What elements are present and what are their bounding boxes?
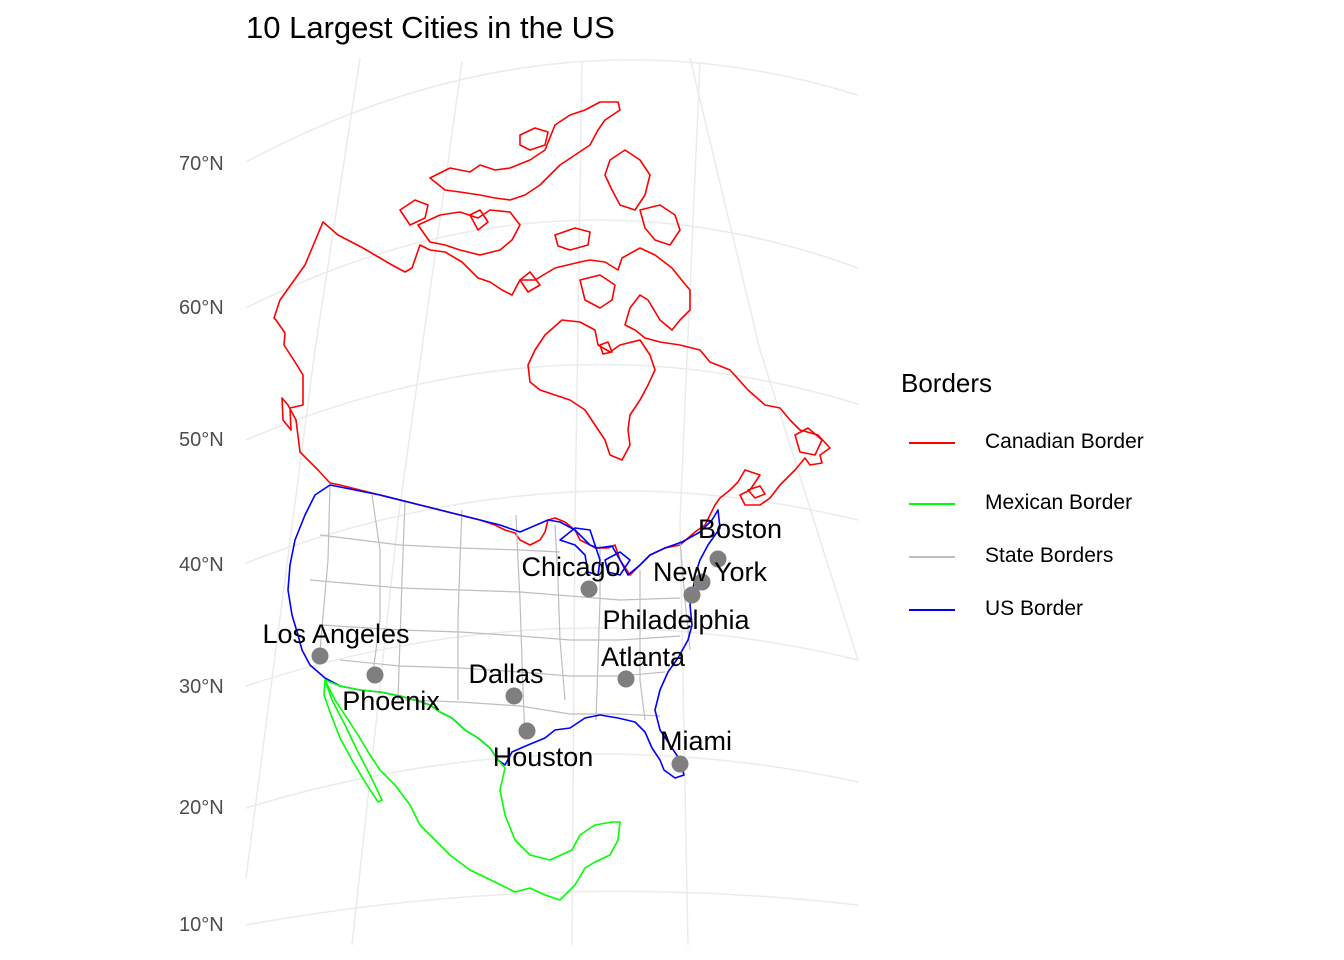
graticule-lon-2 (351, 61, 463, 946)
arctic-island-4 (399, 199, 429, 226)
arctic-island-1 (429, 101, 621, 201)
graticule-lat-30 (245, 627, 859, 687)
city-label-philadelphia: Philadelphia (602, 605, 750, 635)
arctic-island-11 (599, 341, 613, 355)
mexico-mainland (324, 679, 621, 901)
graticule-lat-60 (245, 219, 859, 309)
canadian-border (273, 101, 831, 576)
graticule-lat-40 (245, 490, 859, 564)
legend-label-mexican-border: Mexican Border (985, 491, 1133, 514)
graticule-lon-4 (679, 61, 701, 946)
city-point-miami (671, 755, 689, 773)
hudson-bay (527, 319, 656, 461)
great-lakes (559, 527, 601, 576)
state-borders (309, 484, 691, 741)
graticule-lon-3 (571, 61, 583, 946)
city-point-phoenix (366, 666, 384, 684)
state-grid-7 (595, 545, 601, 721)
graticule-lat-70 (245, 59, 859, 163)
state-grid-6 (554, 524, 566, 701)
arctic-island-2 (417, 209, 521, 256)
city-label-miami: Miami (660, 726, 732, 756)
city-label-houston: Houston (493, 742, 594, 772)
city-point-new-york (693, 573, 711, 591)
city-label-phoenix: Phoenix (342, 686, 440, 716)
graticule-lon-1 (245, 57, 361, 879)
baja-california (323, 679, 383, 803)
state-grid-4 (457, 509, 463, 700)
city-label-dallas: Dallas (468, 659, 543, 689)
city-point-chicago (580, 580, 598, 598)
legend-key-canadian-border (909, 442, 955, 444)
legend-label-us-border: US Border (985, 597, 1084, 620)
state-grid-10 (319, 534, 561, 553)
graticule (245, 57, 859, 946)
canada-mainland (273, 221, 831, 576)
city-label-new-york: New York (653, 557, 768, 587)
state-grid-3 (397, 499, 406, 701)
city-point-boston (709, 550, 727, 568)
lat-label-10: 10°N (179, 914, 224, 936)
graticule-lon-5 (689, 57, 859, 661)
legend-label-state-borders: State Borders (985, 544, 1114, 567)
great-lake-erie (604, 551, 631, 576)
lat-label-30: 30°N (179, 676, 224, 698)
city-point-philadelphia (683, 586, 701, 604)
arctic-island-9 (469, 209, 489, 231)
gulf-island (747, 485, 766, 499)
state-grid-11 (309, 579, 681, 601)
city-point-dallas (505, 687, 523, 705)
legend-key-state-borders (909, 556, 955, 558)
city-point-houston (518, 722, 536, 740)
city-label-boston: Boston (698, 514, 782, 544)
city-label-los-angeles: Los Angeles (262, 619, 409, 649)
legend: Borders Canadian Border Mexican Border S… (901, 368, 1144, 620)
map-title: 10 Largest Cities in the US (246, 10, 615, 45)
state-grid-2 (371, 494, 381, 681)
city-point-los-angeles (311, 647, 329, 665)
arctic-island-3 (519, 127, 549, 151)
city-points (311, 550, 727, 773)
latitude-labels: 70°N 60°N 50°N 40°N 30°N 20°N 10°N (179, 153, 224, 936)
lat-label-60: 60°N (179, 297, 224, 319)
legend-key-us-border (909, 609, 955, 611)
city-point-atlanta (617, 670, 635, 688)
legend-title: Borders (901, 368, 993, 398)
graticule-lat-20 (245, 753, 859, 809)
state-grid-14 (404, 699, 661, 717)
graticule-lat-50 (245, 363, 859, 441)
city-label-atlanta: Atlanta (601, 642, 686, 672)
arctic-island-10 (519, 271, 541, 293)
legend-label-canadian-border: Canadian Border (985, 430, 1144, 453)
state-grid-12 (321, 624, 681, 641)
state-grid-9 (679, 539, 691, 651)
state-grid-1 (319, 484, 331, 651)
arctic-island-7 (639, 204, 681, 246)
graticule-lat-10 (245, 890, 859, 926)
state-grid-8 (639, 570, 646, 721)
newfoundland (794, 427, 823, 456)
lat-label-50: 50°N (179, 429, 224, 451)
lat-label-70: 70°N (179, 153, 224, 175)
state-grid-5 (515, 514, 526, 741)
lat-label-20: 20°N (179, 797, 224, 819)
city-labels: New York Los Angeles Chicago Houston Phoenix… (262, 514, 782, 772)
arctic-island-6 (604, 149, 651, 211)
mexican-border (323, 679, 621, 901)
legend-key-mexican-border (909, 503, 955, 505)
arctic-island-5 (554, 227, 591, 251)
city-label-chicago: Chicago (521, 552, 620, 582)
arctic-island-8 (579, 274, 616, 309)
lat-label-40: 40°N (179, 554, 224, 576)
